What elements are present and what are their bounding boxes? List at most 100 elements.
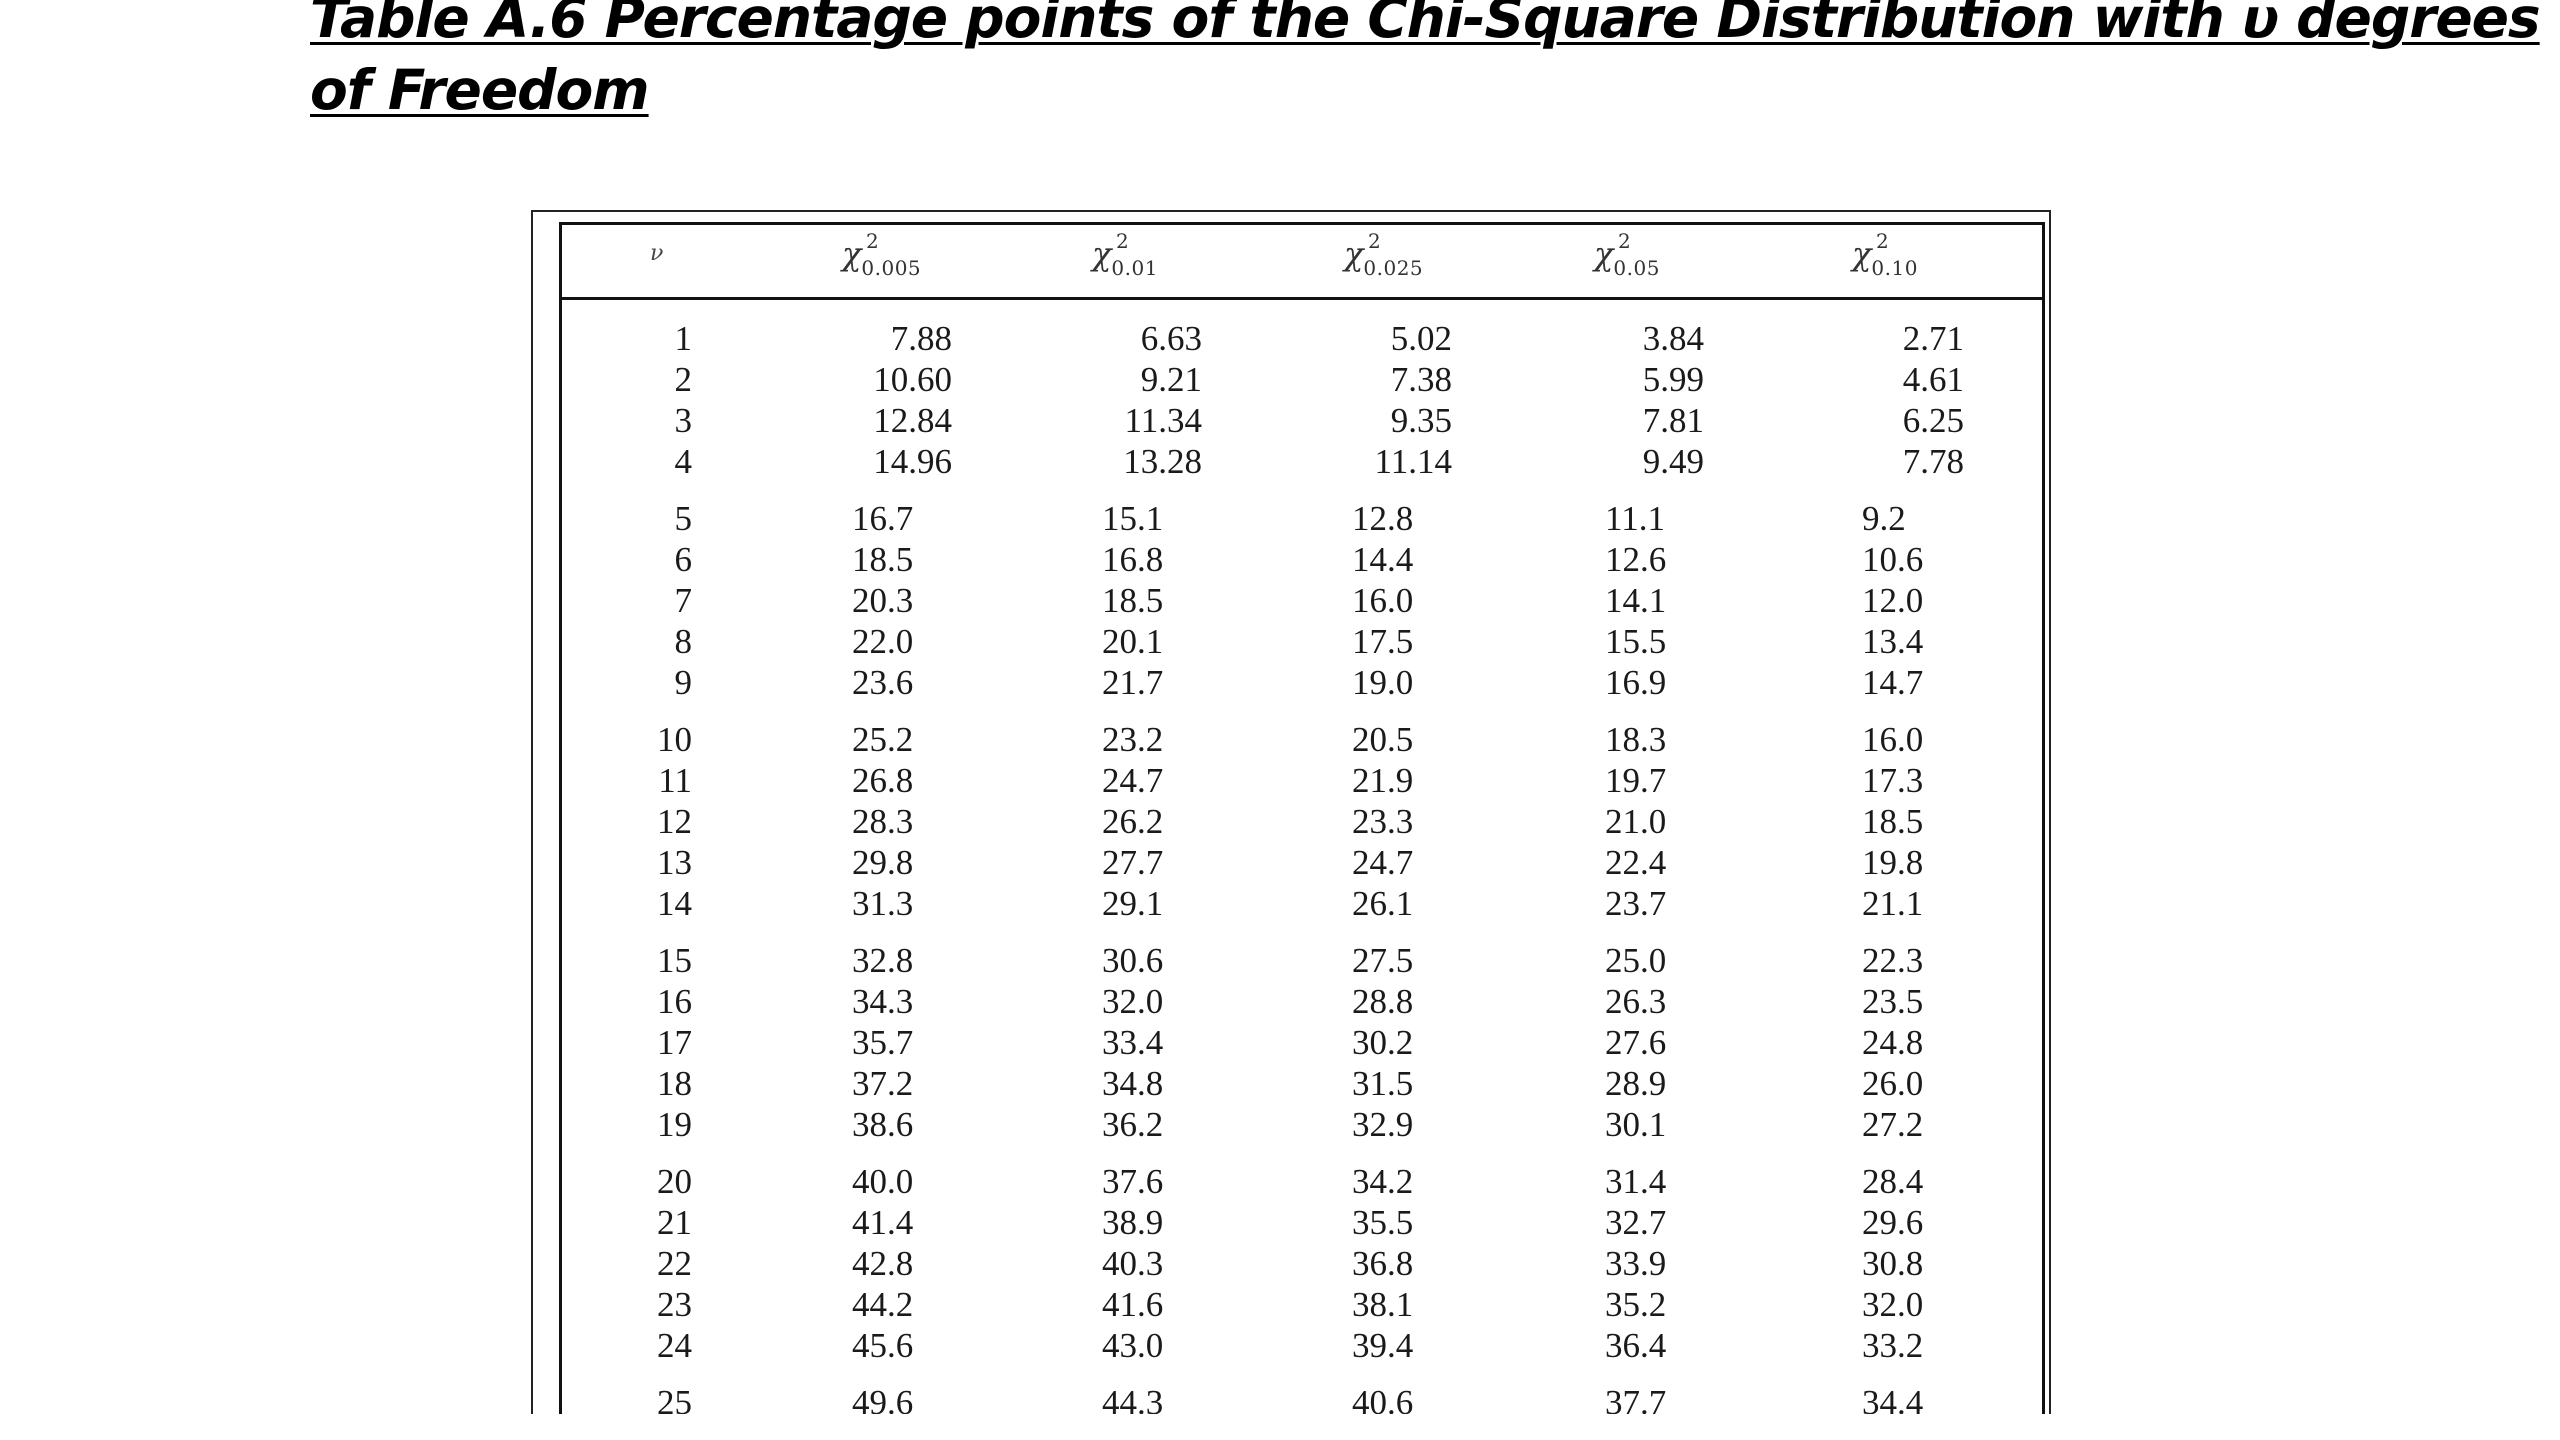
cell-value: 20.3 [852, 581, 914, 620]
cell-value: 9.21 [1140, 360, 1202, 399]
table-row: 8 22.0 20.1 17.5 15.5 13.4 [562, 621, 2042, 662]
cell-value: 33.2 [1862, 1326, 1924, 1365]
cell-value: 38.1 [1352, 1285, 1414, 1324]
cell-value: 11.1 [1605, 499, 1665, 538]
cell-value: 16.8 [1102, 540, 1164, 579]
cell-degrees-of-freedom: 21 [657, 1203, 692, 1242]
table-row: 24 45.6 43.0 39.4 36.4 33.2 [562, 1325, 2042, 1366]
cell-value: 6.63 [1140, 319, 1202, 358]
cell-value: 38.9 [1102, 1203, 1164, 1242]
table-row: 4 14.96 13.28 11.14 9.49 7.78 [562, 441, 2042, 482]
cell-degrees-of-freedom: 3 [674, 401, 693, 440]
cell-value: 33.9 [1605, 1244, 1667, 1283]
cell-degrees-of-freedom: 22 [657, 1244, 692, 1283]
cell-degrees-of-freedom: 7 [674, 581, 693, 620]
table-row: 19 38.6 36.2 32.9 30.1 27.2 [562, 1104, 2042, 1145]
cell-value: 27.2 [1862, 1105, 1924, 1144]
cell-degrees-of-freedom: 25 [657, 1383, 692, 1414]
cell-value: 29.1 [1102, 884, 1164, 923]
cell-value: 37.6 [1102, 1162, 1164, 1201]
cell-value: 23.2 [1102, 720, 1164, 759]
cell-value: 7.81 [1642, 401, 1704, 440]
cell-value: 19.0 [1352, 663, 1414, 702]
cell-value: 37.7 [1605, 1383, 1667, 1414]
cell-value: 17.3 [1862, 761, 1924, 800]
cell-value: 36.8 [1352, 1244, 1414, 1283]
cell-value: 18.5 [1862, 802, 1924, 841]
cell-value: 28.8 [1352, 982, 1414, 1021]
table-row: 5 16.7 15.1 12.8 11.1 9.2 [562, 498, 2042, 539]
cell-value: 39.4 [1352, 1326, 1414, 1365]
cell-value: 16.9 [1605, 663, 1667, 702]
cell-value: 6.25 [1902, 401, 1964, 440]
cell-value: 31.3 [852, 884, 914, 923]
table-row: 13 29.8 27.7 24.7 22.4 19.8 [562, 842, 2042, 883]
header-subscript: 0.025 [1363, 256, 1424, 280]
cell-value: 21.0 [1605, 802, 1667, 841]
title-line-2: of Freedom [310, 58, 650, 122]
cell-value: 12.6 [1605, 540, 1667, 579]
cell-value: 25.2 [852, 720, 914, 759]
header-superscript: 2 [866, 229, 879, 253]
chi-square-table: ν χ 2 0.005 χ 2 0.01 χ 2 0.025 χ 2 0.05 χ 2 0.10 1 7.88… [559, 222, 2045, 1414]
cell-value: 27.6 [1605, 1023, 1667, 1062]
table-row: 1 7.88 6.63 5.02 3.84 2.71 [562, 318, 2042, 359]
cell-degrees-of-freedom: 6 [674, 540, 693, 579]
cell-value: 38.6 [852, 1105, 914, 1144]
cell-value: 20.1 [1102, 622, 1164, 661]
cell-degrees-of-freedom: 8 [674, 622, 693, 661]
table-row: 17 35.7 33.4 30.2 27.6 24.8 [562, 1022, 2042, 1063]
cell-value: 10.60 [873, 360, 952, 399]
cell-value: 11.14 [1374, 442, 1452, 481]
cell-value: 24.7 [1102, 761, 1164, 800]
cell-value: 19.8 [1862, 843, 1924, 882]
cell-value: 34.8 [1102, 1064, 1164, 1103]
cell-value: 31.5 [1352, 1064, 1414, 1103]
cell-value: 11.34 [1124, 401, 1202, 440]
cell-value: 49.6 [852, 1383, 914, 1414]
cell-value: 10.6 [1862, 540, 1924, 579]
cell-value: 23.7 [1605, 884, 1667, 923]
cell-value: 36.2 [1102, 1105, 1164, 1144]
cell-degrees-of-freedom: 2 [674, 360, 693, 399]
cell-value: 3.84 [1642, 319, 1704, 358]
cell-value: 29.8 [852, 843, 914, 882]
cell-degrees-of-freedom: 17 [657, 1023, 692, 1062]
cell-degrees-of-freedom: 15 [657, 941, 692, 980]
header-chi-square-1: χ 2 0.005 [842, 229, 921, 290]
cell-value: 43.0 [1102, 1326, 1164, 1365]
cell-value: 34.2 [1352, 1162, 1414, 1201]
cell-value: 13.28 [1123, 442, 1202, 481]
cell-value: 35.2 [1605, 1285, 1667, 1324]
cell-value: 15.1 [1102, 499, 1164, 538]
cell-value: 20.5 [1352, 720, 1414, 759]
cell-value: 42.8 [852, 1244, 914, 1283]
header-chi-symbol: χ [1344, 235, 1364, 273]
cell-value: 45.6 [852, 1326, 914, 1365]
cell-value: 32.9 [1352, 1105, 1414, 1144]
cell-value: 18.5 [852, 540, 914, 579]
cell-value: 5.99 [1642, 360, 1704, 399]
cell-value: 18.5 [1102, 581, 1164, 620]
header-chi-square-2: χ 2 0.01 [1092, 229, 1158, 290]
cell-value: 36.4 [1605, 1326, 1667, 1365]
cell-value: 26.8 [852, 761, 914, 800]
cell-degrees-of-freedom: 11 [658, 761, 692, 800]
cell-value: 37.2 [852, 1064, 914, 1103]
cell-value: 14.4 [1352, 540, 1414, 579]
cell-value: 9.2 [1862, 499, 1906, 538]
cell-value: 23.5 [1862, 982, 1924, 1021]
cell-value: 29.6 [1862, 1203, 1924, 1242]
cell-degrees-of-freedom: 5 [674, 499, 693, 538]
cell-degrees-of-freedom: 19 [657, 1105, 692, 1144]
cell-value: 34.4 [1862, 1383, 1924, 1414]
cell-value: 22.3 [1862, 941, 1924, 980]
cell-value: 27.5 [1352, 941, 1414, 980]
cell-value: 30.8 [1862, 1244, 1924, 1283]
cell-value: 9.35 [1390, 401, 1452, 440]
cell-value: 16.0 [1862, 720, 1924, 759]
table-row: 25 49.6 44.3 40.6 37.7 34.4 [562, 1382, 2042, 1414]
header-superscript: 2 [1618, 229, 1631, 253]
header-subscript: 0.01 [1111, 256, 1158, 280]
